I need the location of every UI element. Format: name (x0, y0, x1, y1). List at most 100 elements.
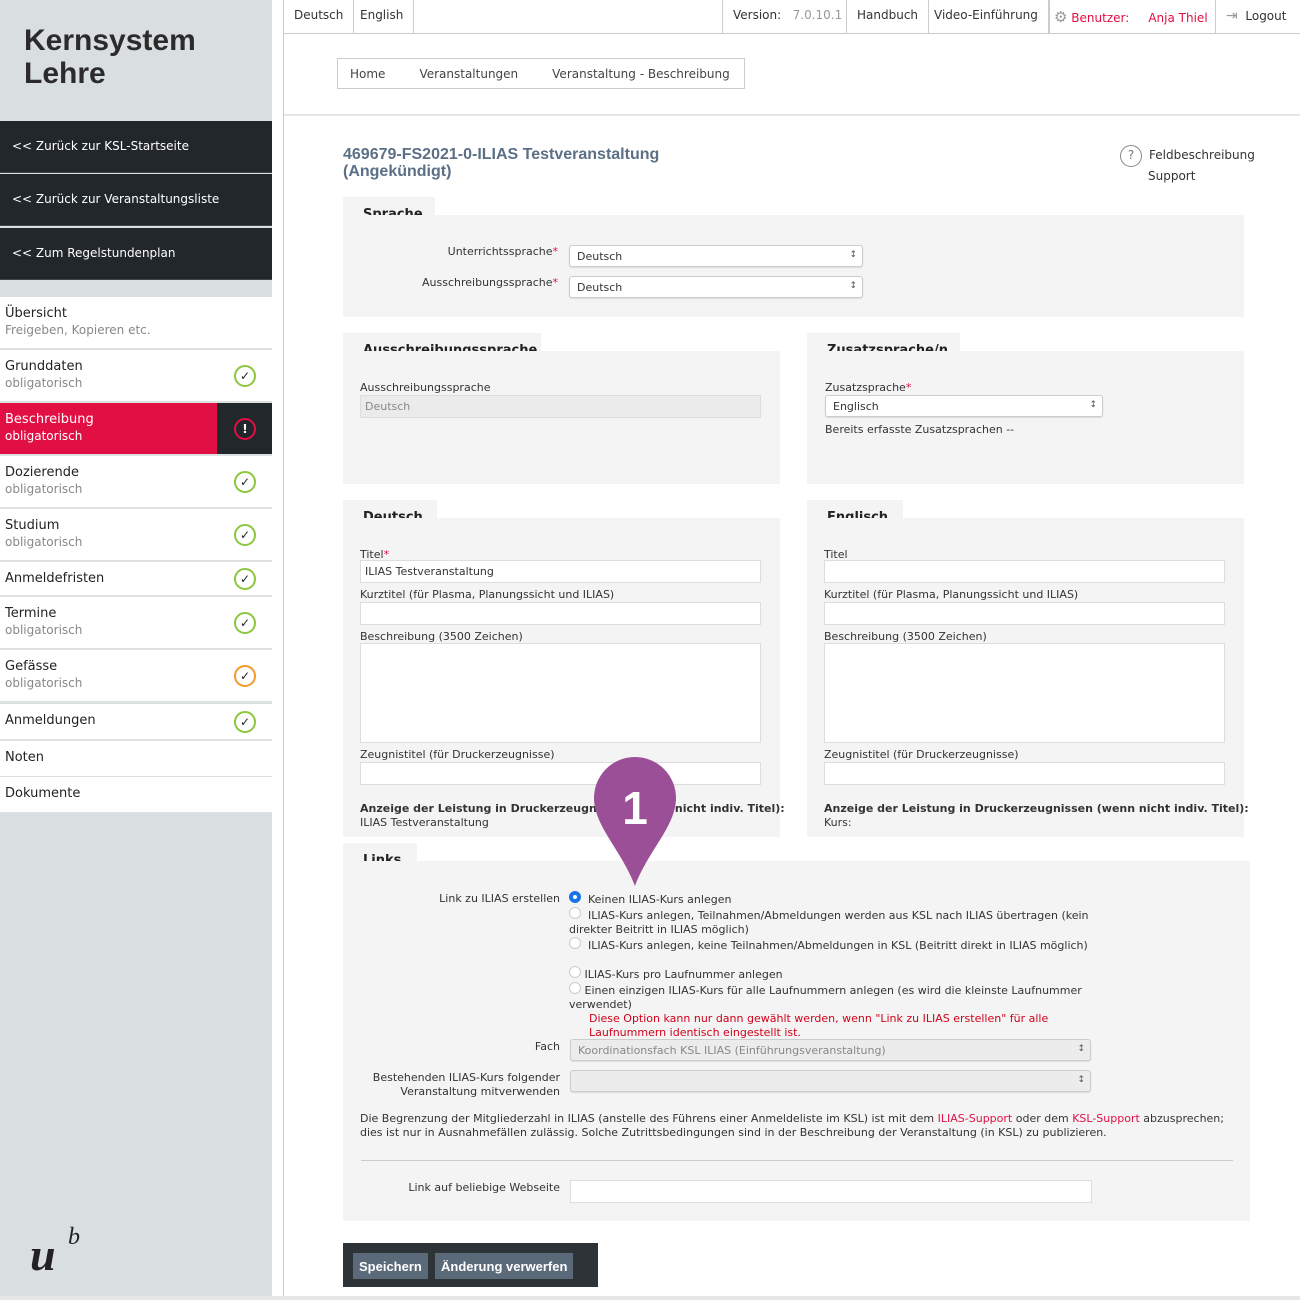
tab-deutsch: Deutsch (343, 500, 437, 525)
titel-input[interactable] (824, 560, 1225, 583)
radio-option[interactable]: ILIAS-Kurs pro Laufnummer anlegen (569, 966, 1089, 982)
sidebar-item-anmeldefristen[interactable]: Anmeldefristen ✓ (0, 562, 272, 597)
beschreibung-textarea[interactable] (824, 643, 1225, 743)
radio-button[interactable] (569, 966, 581, 978)
breadcrumb-home[interactable]: Home (350, 67, 386, 81)
ausschreibung-select[interactable]: Deutsch (569, 276, 863, 298)
sidebar-item-termine[interactable]: Termine obligatorisch ✓ (0, 597, 272, 650)
titel-input[interactable]: ILIAS Testveranstaltung (360, 560, 761, 583)
breadcrumb-veranstaltungen[interactable]: Veranstaltungen (419, 67, 519, 81)
radio-button[interactable] (569, 891, 581, 903)
info-text: Die Begrenzung der Mitgliederzahl in ILI… (360, 1112, 1224, 1139)
radio-button[interactable] (569, 982, 581, 994)
back-to-list-link[interactable]: << Zurück zur Veranstaltungsliste (0, 174, 272, 226)
sidebar-item-übersicht[interactable]: Übersicht Freigeben, Kopieren etc. (0, 297, 272, 350)
lang-en-button[interactable]: English (350, 0, 415, 33)
timetable-link[interactable]: << Zum Regelstundenplan (0, 228, 272, 280)
beschreibung-textarea[interactable] (360, 643, 761, 743)
divider (361, 1160, 1233, 1161)
sidebar-item-label: Beschreibung (5, 412, 94, 427)
zusatz-select[interactable]: Englisch (825, 395, 1103, 417)
kurztitel-input[interactable] (360, 602, 761, 625)
sidebar-item-dokumente[interactable]: Dokumente (0, 777, 272, 814)
sidebar-item-dozierende[interactable]: Dozierende obligatorisch ✓ (0, 456, 272, 509)
page-title: 469679-FS2021-0-ILIAS Testveranstaltung(… (343, 146, 660, 180)
support-link[interactable]: Support (1148, 169, 1196, 183)
bestehend-label: Bestehenden ILIAS-Kurs folgender Veransta… (372, 1071, 560, 1098)
radio-button[interactable] (569, 907, 581, 919)
bottom-border (0, 1296, 1300, 1300)
field-description-link[interactable]: Feldbeschreibung (1149, 148, 1255, 162)
logout-button[interactable]: ⇥ Logout (1216, 0, 1296, 33)
ausschreibung-field-label: Ausschreibungssprache (360, 381, 491, 394)
sidebar-item-anmeldungen[interactable]: Anmeldungen ✓ (0, 704, 272, 741)
check-warning-icon: ✓ (234, 664, 256, 687)
user-menu[interactable]: ⚙ Benutzer: Anja Thiel (1044, 0, 1216, 33)
ausschreibung-label: Ausschreibungssprache* (422, 276, 558, 289)
sidebar-item-grunddaten[interactable]: Grunddaten obligatorisch ✓ (0, 350, 272, 403)
sidebar-item-noten[interactable]: Noten (0, 741, 272, 778)
sidebar-item-label: Übersicht (5, 306, 67, 321)
tab-sprache: Sprache (343, 197, 435, 222)
svg-text:u: u (30, 1229, 56, 1277)
beschreibung-label: Beschreibung (3500 Zeichen) (824, 630, 987, 643)
sidebar-item-label: Dokumente (5, 786, 81, 801)
lang-de-button[interactable]: Deutsch (284, 0, 355, 33)
ilias-link-label: Link zu ILIAS erstellen (439, 892, 560, 905)
sidebar-item-label: Dozierende (5, 465, 79, 480)
ilias-support-link[interactable]: ILIAS-Support (937, 1112, 1013, 1125)
app-title: Kernsystem Lehre (24, 24, 196, 90)
check-icon: ✓ (234, 523, 256, 546)
radio-option[interactable]: Keinen ILIAS-Kurs anlegen (569, 891, 1089, 907)
handbuch-link[interactable]: Handbuch (847, 0, 930, 33)
sidebar-item-label: Noten (5, 750, 45, 765)
kurztitel-input[interactable] (824, 602, 1225, 625)
anzeige-label: Anzeige der Leistung in Druckerzeugnisse… (824, 802, 1249, 815)
radio-option[interactable]: ILIAS-Kurs anlegen, keine Teilnahmen/Abm… (569, 937, 1089, 953)
tab-ausschreibungssprache: Ausschreibungssprache (343, 333, 541, 358)
check-icon: ✓ (234, 364, 256, 387)
radio-option[interactable]: ILIAS-Kurs anlegen, Teilnahmen/Abmeldung… (569, 907, 1089, 936)
ksl-support-link[interactable]: KSL-Support (1072, 1112, 1140, 1125)
divider (284, 114, 1300, 116)
sidebar-item-sub: obligatorisch (5, 429, 83, 443)
radio-button[interactable] (569, 937, 581, 949)
zusatz-label: Zusatzsprache* (825, 381, 912, 394)
radio-option[interactable]: Einen einzigen ILIAS-Kurs für alle Laufn… (569, 982, 1082, 1011)
zeugnis-input[interactable] (824, 762, 1225, 785)
kurztitel-label: Kurztitel (für Plasma, Planungssicht und… (824, 588, 1079, 601)
sidebar-item-label: Studium (5, 518, 60, 533)
version-label: Version: (733, 8, 782, 22)
zeugnis-input[interactable] (360, 762, 761, 785)
alert-icon: ! (234, 417, 256, 440)
save-button[interactable]: Speichern (353, 1253, 428, 1279)
sidebar-item-label: Termine (5, 606, 57, 621)
anzeige-value: Kurs: (824, 816, 852, 829)
back-to-start-link[interactable]: << Zurück zur KSL-Startseite (0, 121, 272, 173)
gear-icon: ⚙ (1054, 8, 1068, 26)
divider (283, 0, 284, 1296)
logout-label: Logout (1245, 9, 1287, 23)
video-link[interactable]: Video-Einführung (924, 0, 1050, 33)
webseite-input[interactable] (570, 1180, 1092, 1203)
bestehend-select[interactable] (570, 1070, 1091, 1092)
check-icon: ✓ (234, 710, 256, 733)
check-icon: ✓ (234, 470, 256, 493)
sidebar-item-gefässe[interactable]: Gefässe obligatorisch ✓ (0, 650, 272, 703)
unterricht-select[interactable]: Deutsch (569, 245, 863, 267)
svg-text:b: b (68, 1224, 80, 1250)
unterricht-label: Unterrichtssprache* (447, 245, 558, 258)
discard-button[interactable]: Änderung verwerfen (435, 1253, 574, 1279)
webseite-label: Link auf beliebige Webseite (408, 1181, 560, 1194)
help-icon[interactable]: ? (1120, 145, 1142, 167)
sidebar-item-beschreibung[interactable]: Beschreibung obligatorisch! (0, 403, 272, 456)
sidebar-item-label: Anmeldefristen (5, 571, 105, 586)
tab-englisch: Englisch (807, 500, 903, 525)
zusatz-existing: Bereits erfasste Zusatzsprachen -- (825, 423, 1015, 436)
fach-label: Fach (534, 1040, 560, 1053)
sidebar-item-sub: obligatorisch (5, 376, 83, 390)
warning-text: Diese Option kann nur dann gewählt werde… (589, 1012, 1049, 1039)
zeugnis-label: Zeugnistitel (für Druckerzeugnisse) (824, 748, 1019, 761)
sidebar-item-studium[interactable]: Studium obligatorisch ✓ (0, 509, 272, 562)
